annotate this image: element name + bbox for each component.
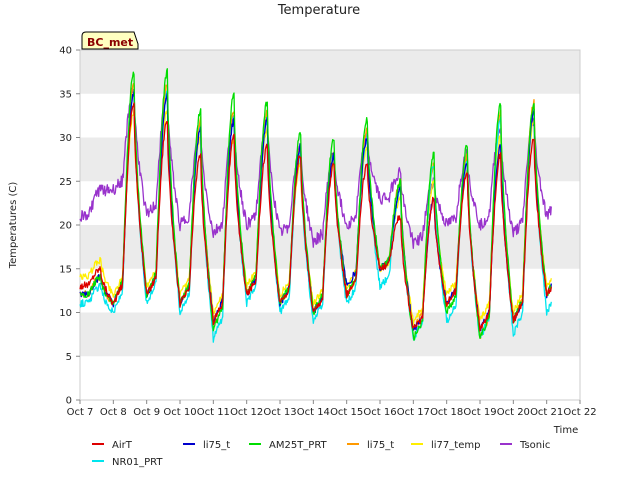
legend-label: li77_temp: [431, 440, 480, 451]
x-tick-label: Oct 21: [530, 407, 563, 418]
x-tick-label: Oct 16: [363, 407, 396, 418]
legend-label: Tsonic: [519, 440, 550, 451]
grid-band: [80, 50, 580, 94]
x-tick-label: Oct 9: [133, 407, 160, 418]
y-tick-label: 25: [59, 177, 72, 188]
y-tick-label: 35: [59, 89, 72, 100]
x-tick-label: Oct 13: [263, 407, 296, 418]
legend-label: li75_t: [367, 440, 394, 451]
y-tick-label: 15: [59, 264, 72, 275]
x-tick-label: Oct 22: [563, 407, 596, 418]
grid-band: [80, 312, 580, 357]
legend-label: AM25T_PRT: [269, 440, 328, 451]
legend-label: AirT: [112, 440, 133, 451]
y-axis-title: Temperatures (C): [8, 182, 19, 270]
x-tick-label: Oct 18: [430, 407, 463, 418]
x-axis-title: Time: [553, 425, 578, 436]
axis-ticks: Oct 7 Oct 8 Oct 9 Oct 10 Oct 11 Oct 12 Oct 13 O…: [59, 46, 596, 419]
site-badge-tab: [81, 31, 139, 50]
y-tick-label: 30: [59, 133, 72, 144]
site-badge: BC_met: [81, 31, 139, 50]
y-tick-label: 0: [66, 396, 72, 407]
x-tick-label: Oct 12: [230, 407, 263, 418]
x-tick-label: Oct 10: [163, 407, 196, 418]
x-tick-label: Oct 19: [463, 407, 496, 418]
y-tick-label: 20: [59, 221, 72, 232]
chart-title: Temperature: [277, 3, 360, 18]
legend-label: li75_t: [203, 440, 230, 451]
series-lines: [79, 68, 552, 343]
series-line-tsonic-6: [79, 87, 552, 249]
x-tick-label: Oct 20: [497, 407, 530, 418]
y-tick-label: 5: [66, 352, 72, 363]
x-tick-label: Oct 8: [100, 407, 127, 418]
x-tick-label: Oct 14: [297, 407, 330, 418]
x-tick-label: Oct 17: [397, 407, 430, 418]
y-tick-label: 10: [59, 308, 72, 319]
series-line-airt-0: [79, 102, 552, 332]
site-badge-label: BC_met: [87, 36, 133, 49]
x-tick-label: Oct 11: [197, 407, 230, 418]
legend-label: NR01_PRT: [112, 457, 163, 468]
y-tick-label: 40: [59, 46, 72, 57]
x-tick-label: Oct 7: [67, 407, 94, 418]
legend: AirT li75_t AM25T_PRT li75_t li77_temp Tsonic…: [92, 440, 550, 468]
grid-band: [80, 225, 580, 269]
x-tick-label: Oct 15: [330, 407, 363, 418]
